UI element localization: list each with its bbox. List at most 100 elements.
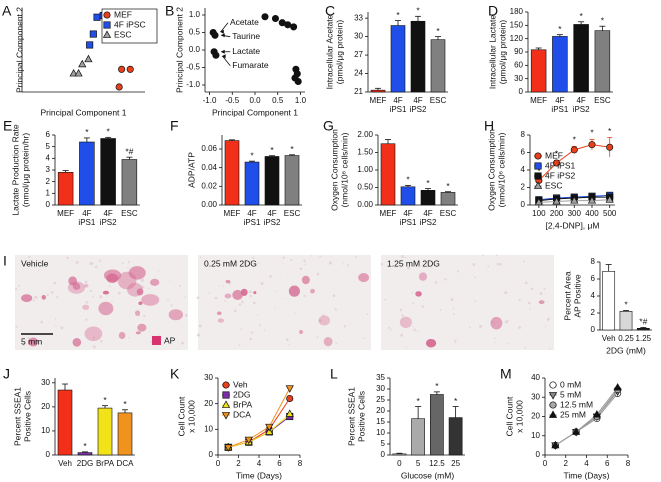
marker [285,409,294,417]
speckle [184,313,188,317]
x-tick-label: 4F [413,96,422,105]
x-tick-label: Veh [602,334,616,343]
significance: * [608,126,612,136]
speckle [269,274,272,278]
stained-colony [299,329,303,335]
speckle [303,259,306,263]
stained-colony [418,272,428,281]
stained-colony [253,291,257,295]
x-tick-label: DCA [117,459,135,468]
speckle [150,340,153,344]
significance: * [435,381,439,391]
speckle [507,342,509,345]
marker [126,65,134,73]
speckle [199,256,202,259]
y-tick-label: 60 [514,60,523,69]
speckle [310,255,312,257]
speckle [474,276,476,279]
stained-colony [318,315,330,326]
panel-letter: C [325,3,335,19]
speckle [222,285,225,287]
speckle [524,281,528,285]
speckle [527,301,531,305]
significance: * [270,145,274,155]
speckle [380,262,384,266]
panel-letter: K [170,366,180,382]
legend-label: 12.5 mM [560,399,593,409]
y-tick-label: 0.02 [201,181,217,190]
speckle [355,255,357,258]
speckle [295,312,297,314]
marker [605,195,614,203]
significance: * [290,144,294,154]
stained-colony [150,278,160,286]
bar [224,140,240,206]
marker [290,23,298,31]
y-axis-label: Cell Count [176,396,186,436]
speckle [544,326,547,328]
y-tick-label: 1.50 [357,148,373,157]
speckle [157,334,160,336]
y-axis-label: Positive Cells [22,391,32,442]
x-tick-label: 1.25 [636,334,652,343]
y-tick-label: 30 [531,392,540,401]
legend-marker [549,381,557,389]
legend-marker [102,30,112,38]
y-tick-label: 0.06 [201,144,217,153]
y-axis-label: Percent SSEA1 [346,387,356,446]
x-tick-label: 4F [393,96,402,105]
bar [552,36,568,93]
marker [271,14,280,23]
speckle [495,254,498,257]
y-tick-label: 3 [46,165,51,174]
stained-colony [323,336,333,347]
speckle [130,280,133,283]
speckle [522,260,525,263]
significance: * [454,396,458,406]
legend-marker [222,381,230,389]
y-tick-label: 120 [510,34,524,43]
speckle [287,277,289,279]
panel-letter: E [3,118,12,134]
y-tick-label: 4 [46,153,51,162]
panel-letter: H [484,118,494,134]
speckle [299,267,303,270]
x-tick-label: 100 [532,209,546,218]
speckle [240,328,243,331]
speckle [258,262,260,264]
speckle [241,301,244,304]
y-tick-label: 10 [41,426,50,435]
x-tick-label: 6 [605,459,610,468]
y-axis-label: Oxygen Consumption [486,129,496,211]
speckle [238,303,242,306]
scale-label: 5 mm [21,336,42,346]
bar [264,156,280,206]
x-tick-label: 8 [298,459,303,468]
image-label: 1.25 mM 2DG [387,258,440,268]
y-tick-label: 1 [46,188,51,197]
x-axis-label: [2,4-DNP], μM [545,220,599,230]
x-tick-label: BrPA [96,459,115,468]
stained-colony [41,295,46,300]
significance: * [396,10,400,20]
annotation: Acetate [230,17,259,27]
stained-colony [358,273,370,283]
legend-marker [549,401,557,409]
bar [370,89,386,93]
bar [411,418,425,456]
speckle [282,256,285,259]
legend-label: Veh [233,379,248,389]
marker [69,68,78,77]
y-axis-label: x 10,000 [514,400,524,433]
y-tick-label: 5 [381,439,386,448]
panel-letter: F [170,118,179,134]
speckle [288,343,291,346]
y-axis-label: Principal Component 2 [14,7,24,93]
y-tick-label: 10 [204,424,213,433]
bar [420,190,436,206]
bar [284,155,300,206]
y-tick-label: 30 [376,384,385,393]
y-tick-label: 0 [46,200,51,209]
significance: * [85,127,89,137]
y-tick-label: 25 [376,395,385,404]
